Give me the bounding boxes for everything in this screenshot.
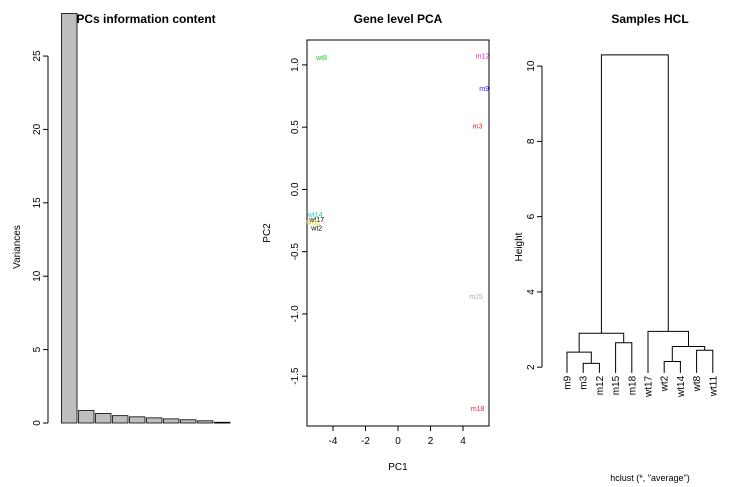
variance-y-tick-label: 5 (32, 346, 43, 352)
hcl-y-tick-label: 10 (526, 60, 537, 72)
hcl-merge-branch (647, 330, 689, 373)
pca-point-label: wt8 (315, 55, 327, 62)
pca-y-tick-label: 0.0 (290, 182, 301, 196)
variance-bar (146, 417, 163, 424)
hcl-method-label: hclust (*, "average") (610, 473, 689, 483)
hcl-leaf-labels: m9 m3 m12 m15 m18 wt17 wt2 wt14 wt8 wt11 (563, 375, 720, 398)
variance-y-tick-label: 15 (32, 197, 43, 209)
hcl-leaf-label: m12 (595, 375, 606, 395)
hcl-merge-branch (696, 349, 714, 373)
panel-gene-pca: Gene level PCA -4 -2 0 2 4 1.0 0.5 0.0 -0.5 -1.0… (262, 12, 490, 473)
hcl-leaf-label: m15 (611, 375, 622, 395)
pca-point-label: m3 (473, 123, 483, 130)
variance-bar (180, 419, 197, 424)
pca-plot-box (306, 39, 490, 427)
variance-chart-title: PCs information content (76, 12, 215, 26)
variance-bar (129, 416, 146, 424)
panel-samples-hcl: Samples HCL 2 4 6 8 10 m9 m3 m12 m15 m18 wt17 wt2 w… (514, 12, 719, 483)
pca-y-tick-label: 0.5 (290, 120, 301, 134)
hcl-y-tick-label: 2 (526, 364, 537, 370)
hcl-dendrogram (566, 54, 714, 373)
pca-y-tick-label: -1.0 (290, 305, 301, 323)
hcl-leaf-label: wt17 (644, 375, 655, 398)
pca-x-tick-label: -2 (361, 436, 370, 447)
hcl-y-tick-label: 4 (526, 289, 537, 295)
hcl-leaf-label: m18 (627, 375, 638, 395)
variance-bar (95, 413, 112, 424)
variance-bar (78, 410, 95, 424)
hcl-merge-branch (600, 54, 669, 334)
pca-y-tick-label: 1.0 (290, 58, 301, 72)
pca-point-label: wt14 (307, 212, 323, 219)
variance-bar (214, 421, 231, 424)
pca-y-tick-label: -1.5 (290, 367, 301, 385)
hcl-leaf-label: wt11 (708, 375, 719, 397)
variance-y-axis: 0 5 10 15 20 25 (32, 50, 49, 426)
hcl-merge-branch (671, 345, 706, 362)
pca-x-tick-label: 4 (460, 436, 466, 447)
pca-x-tick-label: 0 (395, 436, 401, 447)
pca-point-label: wt11 (305, 219, 320, 226)
hcl-y-axis: 2 4 6 8 10 (526, 60, 543, 370)
pca-point-label: m9 (479, 86, 489, 93)
pca-x-axis: -4 -2 0 2 4 (329, 426, 466, 447)
variance-bars (61, 13, 231, 424)
variance-y-tick-label: 25 (32, 50, 43, 62)
hcl-chart-title: Samples HCL (611, 12, 688, 26)
variance-bar (197, 420, 214, 424)
pca-point-label: m18 (471, 406, 485, 413)
pca-x-tick-label: -4 (329, 436, 338, 447)
hcl-merge-branch (578, 332, 625, 353)
variance-y-tick-label: 20 (32, 123, 43, 135)
variance-y-tick-label: 0 (32, 420, 43, 426)
hcl-leaf-label: wt2 (660, 375, 671, 392)
variance-y-tick-label: 10 (32, 270, 43, 282)
hcl-merge-branch (615, 342, 633, 373)
hcl-merge-branch (566, 351, 592, 373)
variance-bar (163, 418, 180, 424)
panel-variance-barplot: PCs information content 0 5 10 15 20 25 Varia… (12, 12, 231, 426)
pca-point-label: m15 (469, 294, 483, 301)
pca-x-tick-label: 2 (428, 436, 434, 447)
hcl-y-tick-label: 6 (526, 213, 537, 219)
hcl-merge-branch (663, 361, 681, 373)
hcl-leaf-label: wt8 (692, 375, 703, 392)
pca-point-label: m12 (476, 54, 490, 61)
hcl-y-tick-label: 8 (526, 138, 537, 144)
pca-point-label: wt2 (310, 226, 322, 233)
pca-x-label: PC1 (388, 462, 408, 473)
pca-y-tick-label: -0.5 (290, 243, 301, 261)
hcl-merge-branch (582, 362, 600, 373)
hcl-leaf-label: m3 (579, 375, 590, 389)
variance-bar (112, 415, 129, 424)
pca-chart-title: Gene level PCA (354, 12, 443, 26)
variance-bar (61, 13, 78, 424)
pca-y-axis: 1.0 0.5 0.0 -0.5 -1.0 -1.5 (290, 58, 307, 385)
pca-y-label: PC2 (262, 223, 273, 243)
hcl-y-label: Height (514, 232, 525, 261)
hcl-leaf-label: wt14 (676, 375, 687, 398)
pca-point-label: wt17 (308, 217, 324, 224)
variance-y-label: Variances (12, 225, 23, 269)
hcl-leaf-label: m9 (563, 375, 574, 389)
